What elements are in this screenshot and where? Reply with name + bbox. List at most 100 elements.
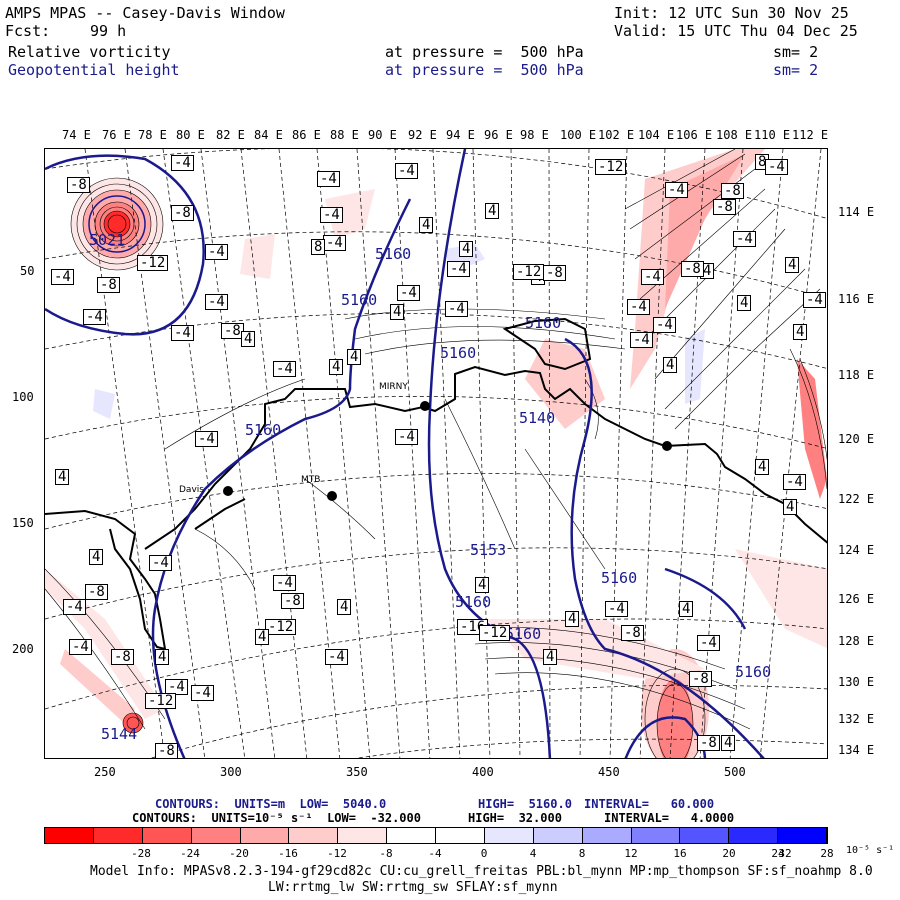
vorticity-contour-label: -4 xyxy=(397,285,420,301)
vorticity-contour-label: 4 xyxy=(241,331,256,347)
vorticity-contour-info: CONTOURS: UNITS=10⁻⁵ s⁻¹ LOW= -32.000 xyxy=(132,811,421,825)
vorticity-contour-label: -4 xyxy=(205,294,228,310)
vorticity-contour-label: -8 xyxy=(689,671,712,687)
vorticity-contour-label: -4 xyxy=(765,159,788,175)
vorticity-contour-label: -4 xyxy=(205,244,228,260)
colorbar-tick-label: 20 xyxy=(722,847,736,860)
bottom-tick-label: 450 xyxy=(598,765,620,779)
vorticity-contour-label: 4 xyxy=(565,611,580,627)
height-contour-label: 5160 xyxy=(505,625,542,643)
colorbar-tick-label: 32 xyxy=(778,847,792,860)
vorticity-contour-label: 4 xyxy=(679,601,694,617)
vorticity-contour-label: 4 xyxy=(663,357,678,373)
colorbar-segment xyxy=(533,828,583,843)
station-mtb-label: MTB xyxy=(301,475,321,485)
vorticity-contour-label: -8 xyxy=(281,593,304,609)
vorticity-contour-label: -8 xyxy=(721,183,744,199)
left-tick-label: 50 xyxy=(20,264,35,278)
vorticity-contour-label: -4 xyxy=(165,679,188,695)
vorticity-contour-label: -8 xyxy=(171,205,194,221)
model-info-line2: LW:rrtmg_lw SW:rrtmg_sw SFLAY:sf_mynn xyxy=(268,880,558,895)
vorticity-contour-interval: INTERVAL= 4.0000 xyxy=(604,811,735,825)
vorticity-contour-label: 4 xyxy=(543,649,558,665)
vorticity-contour-label: -8 xyxy=(85,584,108,600)
vorticity-contour-label: -8 xyxy=(155,743,178,758)
colorbar-tick-label: 4 xyxy=(529,847,537,860)
top-longitude-label: 92 E xyxy=(408,128,437,142)
station-markers xyxy=(223,401,672,501)
vorticity-contour-label: -12 xyxy=(513,264,545,280)
right-longitude-label: 122 E xyxy=(838,492,875,506)
vorticity-contour-label: 4 xyxy=(419,217,434,233)
vorticity-contour-label: -4 xyxy=(803,292,826,308)
colorbar-segment xyxy=(240,828,290,843)
colorbar-segment xyxy=(680,828,730,843)
colorbar-tick-label: 28 xyxy=(820,847,834,860)
top-longitude-label: 80 E xyxy=(176,128,205,142)
vorticity-contour-label: 4 xyxy=(721,735,736,751)
bottom-tick-label: 500 xyxy=(724,765,746,779)
top-longitude-label: 100 E xyxy=(560,128,597,142)
vorticity-contour-label: 4 xyxy=(755,459,770,475)
forecast-label: Fcst: xyxy=(5,22,51,40)
vorticity-contour-label: -12 xyxy=(479,625,511,641)
colorbar-tick-label: 16 xyxy=(673,847,687,860)
vorticity-contour-label: -12 xyxy=(265,619,297,635)
forecast-hour: 99 h xyxy=(90,22,127,40)
colorbar-tick-label: -20 xyxy=(229,847,249,860)
vorticity-contour-label: -12 xyxy=(145,693,177,709)
colorbar-tick-label: 12 xyxy=(624,847,638,860)
colorbar-tick-label: -24 xyxy=(180,847,200,860)
vorticity-contour-label: -8 xyxy=(543,265,566,281)
top-longitude-label: 86 E xyxy=(292,128,321,142)
map-graphics xyxy=(45,149,827,758)
right-longitude-label: 126 E xyxy=(838,592,875,606)
vorticity-contour-label: -12 xyxy=(595,159,627,175)
right-longitude-label: 132 E xyxy=(838,712,875,726)
colorbar-segment xyxy=(45,828,94,843)
top-longitude-label: 106 E xyxy=(676,128,713,142)
colorbar-tick-label: 8 xyxy=(578,847,586,860)
colorbar-segment xyxy=(191,828,241,843)
right-longitude-label: 134 E xyxy=(838,743,875,757)
vorticity-contour-label: -4 xyxy=(641,269,664,285)
height-contour-label: 5160 xyxy=(735,663,772,681)
right-longitude-label: 114 E xyxy=(838,205,875,219)
height-contour-label: 5140 xyxy=(519,409,556,427)
vorticity-contour-label: 4 xyxy=(155,649,170,665)
top-longitude-label: 74 E xyxy=(62,128,91,142)
vorticity-contour-label: -4 xyxy=(83,309,106,325)
left-tick-label: 100 xyxy=(12,390,34,404)
height-contour-label: 5160 xyxy=(525,314,562,332)
vorticity-contours xyxy=(45,149,827,758)
bottom-tick-label: 400 xyxy=(472,765,494,779)
vorticity-contour-label: -8 xyxy=(621,625,644,641)
colorbar xyxy=(44,827,828,844)
height-contour-label: 5153 xyxy=(470,541,507,559)
vorticity-contour-label: -12 xyxy=(137,255,169,271)
colorbar-tick-label: 0 xyxy=(480,847,488,860)
right-longitude-label: 128 E xyxy=(838,634,875,648)
vorticity-contour-label: -4 xyxy=(395,429,418,445)
right-longitude-label: 130 E xyxy=(838,675,875,689)
vorticity-contour-label: -4 xyxy=(445,301,468,317)
vorticity-contour-label: -4 xyxy=(171,325,194,341)
colorbar-tick-label: -4 xyxy=(428,847,442,860)
vorticity-contour-label: -4 xyxy=(191,685,214,701)
vorticity-contour-label: -8 xyxy=(67,177,90,193)
vorticity-contour-label: 4 xyxy=(255,629,270,645)
height-contour-label: 5160 xyxy=(245,421,282,439)
colorbar-segment xyxy=(778,828,827,843)
vorticity-contour-label: 4 xyxy=(329,359,344,375)
bottom-tick-label: 250 xyxy=(94,765,116,779)
vorticity-contour-label: 4 xyxy=(785,257,800,273)
height-contour-label: 5160 xyxy=(341,291,378,309)
vorticity-contour-label: -4 xyxy=(323,235,346,251)
right-longitude-label: 124 E xyxy=(838,543,875,557)
colorbar-tick-label: -28 xyxy=(131,847,151,860)
colorbar-tick-label: 24 xyxy=(771,847,785,860)
coastline xyxy=(45,317,827,651)
right-longitude-label: 116 E xyxy=(838,292,875,306)
vorticity-contour-label: -8 xyxy=(713,199,736,215)
vorticity-contour-label: 4 xyxy=(347,349,362,365)
